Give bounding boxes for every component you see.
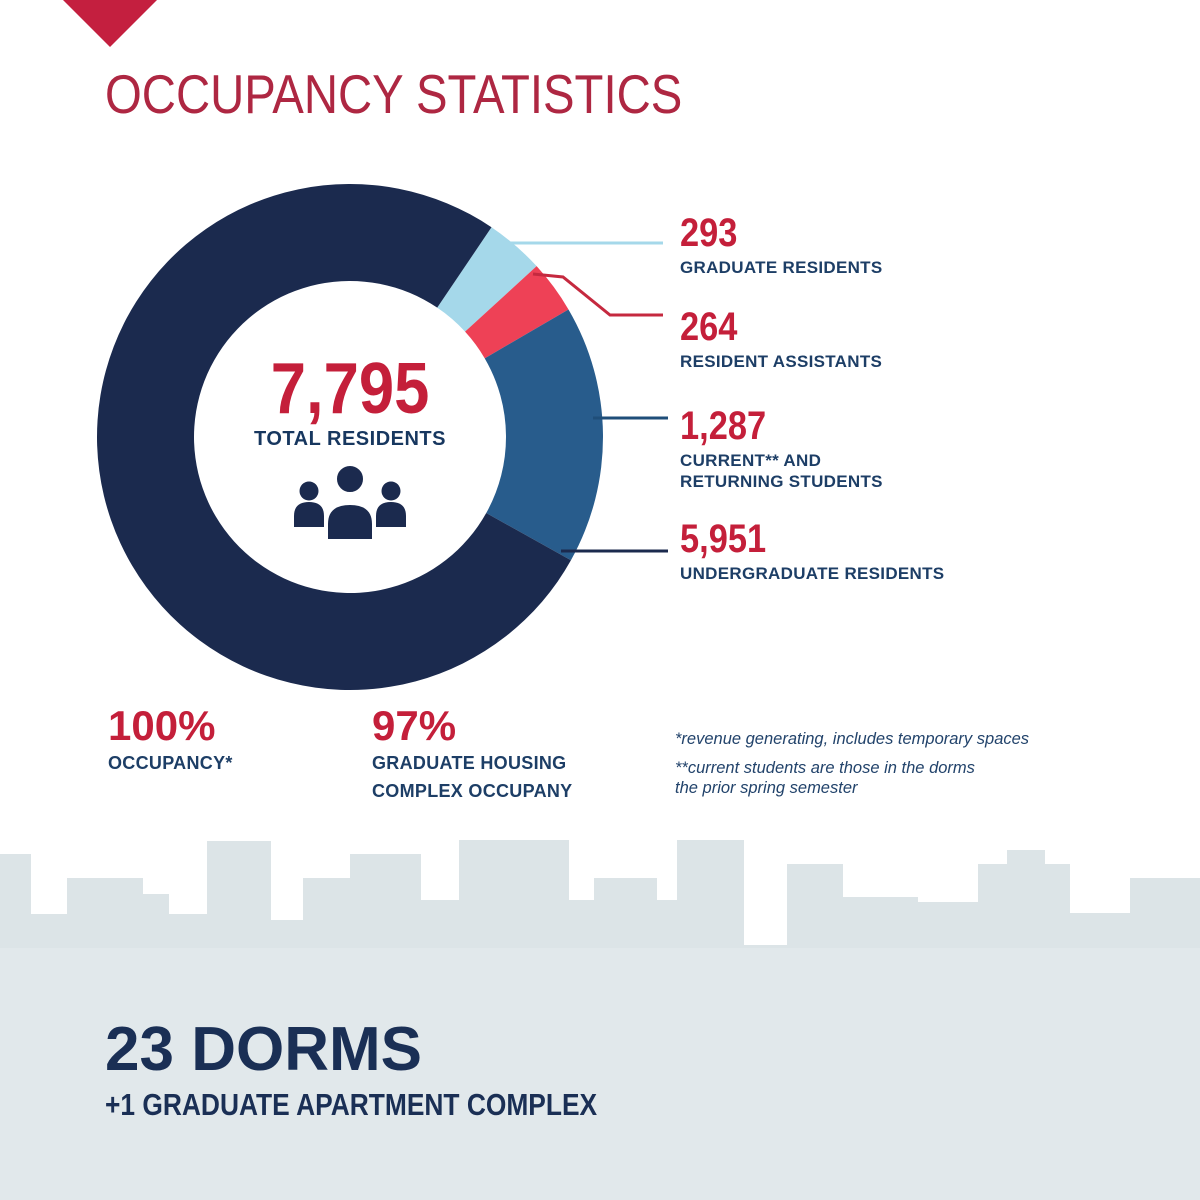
callout-line-resident-assistants xyxy=(532,272,663,317)
footer-grad-complex: +1 GRADUATE APARTMENT COMPLEX xyxy=(105,1087,598,1122)
donut-slice-graduate-residents xyxy=(437,227,537,332)
footnotes: *revenue generating, includes temporary … xyxy=(675,729,1105,807)
footer-dorms-count: 23 DORMS xyxy=(105,1015,422,1084)
donut-chart xyxy=(97,183,603,690)
donut-center-value: 7,795 xyxy=(270,349,430,429)
triangle-down-icon xyxy=(63,0,157,47)
donut-slice-undergraduate-residents xyxy=(97,183,571,690)
donut-slice-resident-assistants xyxy=(465,266,569,359)
legend-value: 264 xyxy=(680,305,738,349)
donut-center-label: TOTAL RESIDENTS xyxy=(254,428,446,450)
stat-value: 100% xyxy=(108,702,216,749)
legend-item-resident-assistants: 264 RESIDENT ASSISTANTS xyxy=(680,307,1100,372)
stat-graduate-housing: 97% GRADUATE HOUSING COMPLEX OCCUPANY xyxy=(372,705,572,805)
legend-value: 293 xyxy=(680,211,738,255)
footer-ground xyxy=(0,948,1200,1200)
legend-item-current-returning-students: 1,287 CURRENT** AND RETURNING STUDENTS xyxy=(680,406,1100,492)
stat-label: GRADUATE HOUSING COMPLEX OCCUPANY xyxy=(372,753,573,801)
legend-label: UNDERGRADUATE RESIDENTS xyxy=(680,564,945,583)
donut-center: 7,795 TOTAL RESIDENTS xyxy=(150,353,550,451)
legend-label: GRADUATE RESIDENTS xyxy=(680,258,883,277)
footnote-revenue: *revenue generating, includes temporary … xyxy=(675,730,1030,748)
page-title: OCCUPANCY STATISTICS xyxy=(105,63,683,125)
donut-slice-current-and-returning-students xyxy=(484,309,603,561)
people-group-icon xyxy=(294,462,406,543)
legend-label: CURRENT** AND RETURNING STUDENTS xyxy=(680,451,883,491)
legend-item-undergraduate-residents: 5,951 UNDERGRADUATE RESIDENTS xyxy=(680,519,1100,584)
footnote-current-students: **current students are those in the dorm… xyxy=(675,759,975,797)
stat-label: OCCUPANCY* xyxy=(108,753,233,773)
legend-value: 1,287 xyxy=(680,404,767,448)
stat-value: 97% xyxy=(372,702,457,749)
legend-value: 5,951 xyxy=(680,517,767,561)
legend-item-graduate-residents: 293 GRADUATE RESIDENTS xyxy=(680,213,1100,278)
stat-occupancy: 100% OCCUPANCY* xyxy=(108,705,233,777)
legend-label: RESIDENT ASSISTANTS xyxy=(680,352,883,371)
